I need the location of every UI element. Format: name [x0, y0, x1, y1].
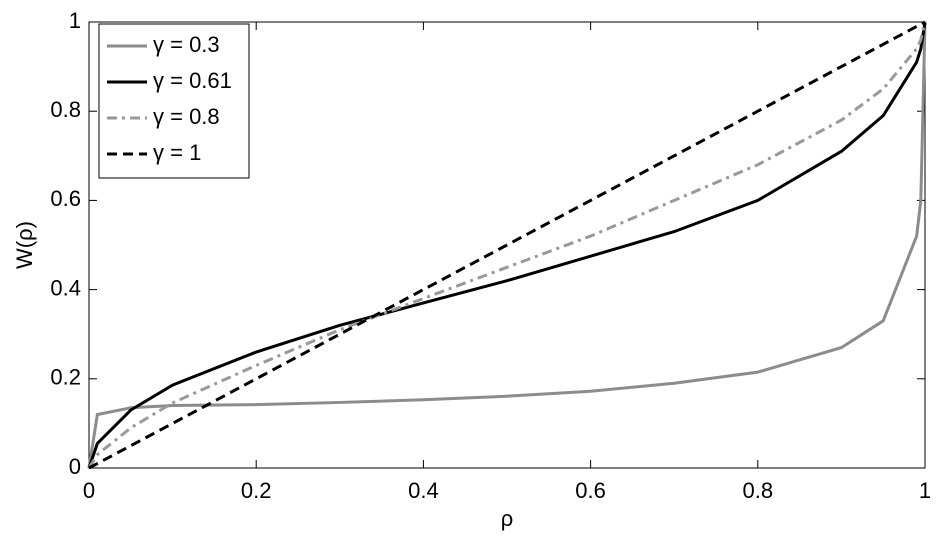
series-line: [88, 20, 926, 470]
x-tick-label: 0.4: [408, 478, 439, 503]
x-axis-label: ρ: [501, 506, 514, 531]
legend-label: γ = 0.8: [153, 104, 220, 129]
y-tick-label: 0.2: [50, 365, 81, 390]
legend-label: γ = 1: [153, 140, 201, 165]
series-line: [87, 21, 927, 469]
x-tick-label: 0: [83, 478, 95, 503]
legend-box: [98, 23, 250, 179]
legend-label: γ = 0.3: [153, 32, 220, 57]
series-line: [87, 21, 927, 469]
legend-label: γ = 0.61: [153, 68, 232, 93]
x-tick-label: 1: [919, 478, 931, 503]
y-tick-label: 0.6: [50, 186, 81, 211]
y-tick-label: 0.4: [50, 275, 81, 300]
y-tick-label: 0.8: [50, 97, 81, 122]
x-tick-label: 0.6: [575, 478, 606, 503]
y-axis-label: W(ρ): [12, 221, 37, 269]
series-line: [87, 21, 927, 469]
x-tick-label: 0.8: [743, 478, 774, 503]
y-tick-label: 1: [69, 8, 81, 33]
x-tick-label: 0.2: [241, 478, 272, 503]
y-tick-label: 0: [69, 454, 81, 479]
